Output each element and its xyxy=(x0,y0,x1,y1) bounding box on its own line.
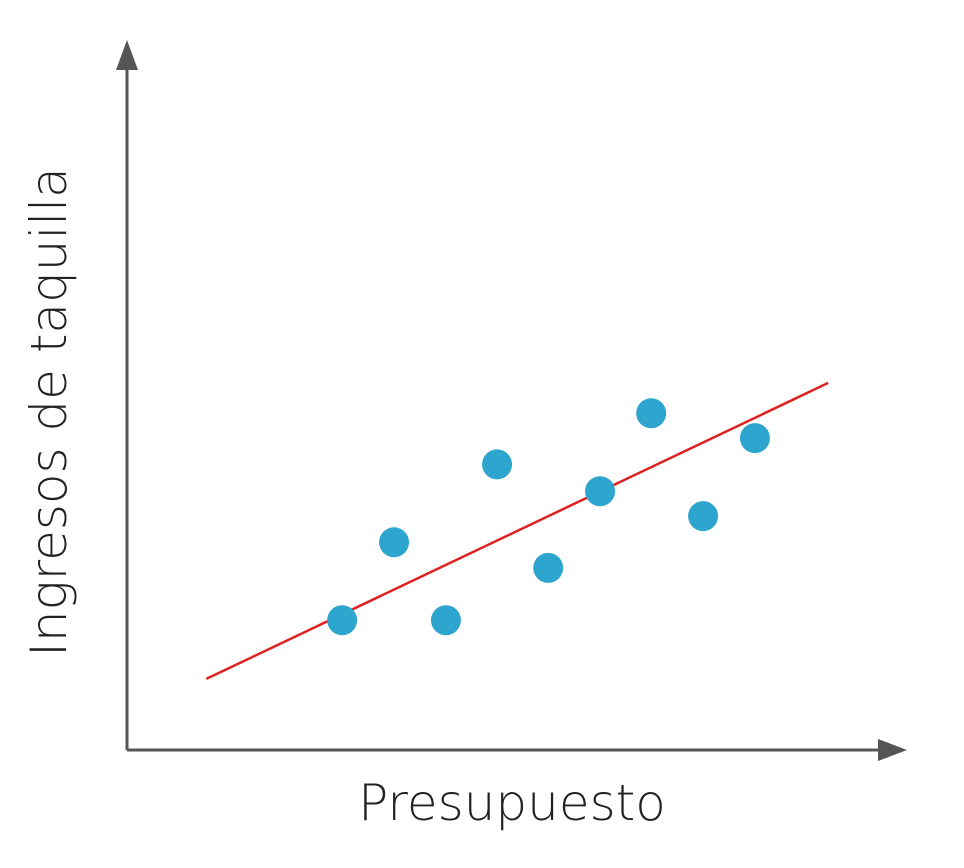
trend-line xyxy=(205,381,829,681)
data-point xyxy=(379,527,410,558)
y-axis-label: Ingresos de taquilla xyxy=(20,167,78,657)
data-point xyxy=(533,552,564,583)
data-point xyxy=(739,423,770,454)
data-point xyxy=(585,476,616,507)
data-point xyxy=(688,501,719,532)
x-axis-label: Presupuesto xyxy=(358,774,666,832)
y-axis-arrow xyxy=(116,40,138,70)
data-point xyxy=(636,398,667,429)
data-point xyxy=(482,449,513,480)
data-point xyxy=(430,605,461,636)
data-point xyxy=(327,605,358,636)
x-axis-arrow xyxy=(878,739,907,761)
